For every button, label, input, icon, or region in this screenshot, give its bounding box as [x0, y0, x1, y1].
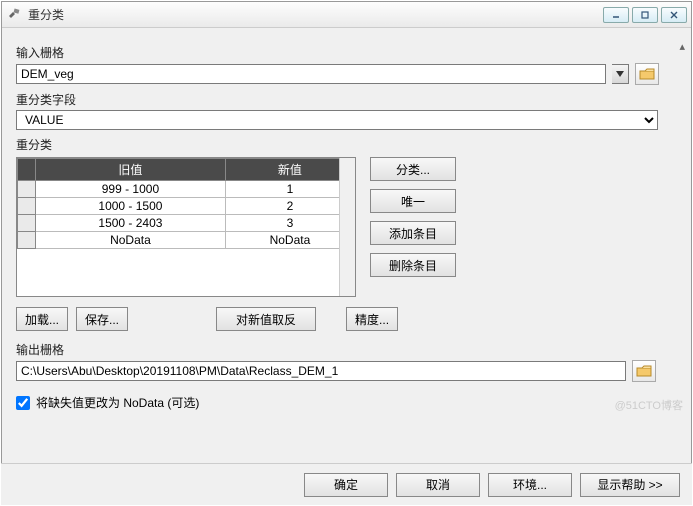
precision-button[interactable]: 精度...: [346, 307, 398, 331]
maximize-button[interactable]: [632, 7, 658, 23]
classify-button[interactable]: 分类...: [370, 157, 456, 181]
reclass-field-select[interactable]: VALUE: [16, 110, 658, 130]
output-raster-input[interactable]: [16, 361, 626, 381]
table-row[interactable]: 1500 - 24033: [18, 215, 355, 232]
unique-button[interactable]: 唯一: [370, 189, 456, 213]
add-entry-button[interactable]: 添加条目: [370, 221, 456, 245]
input-raster-combo[interactable]: [16, 64, 606, 84]
nodata-checkbox[interactable]: [16, 396, 30, 410]
dialog-content: ▴ 输入栅格 重分类字段 VALUE 重分类 旧值 新值: [2, 28, 691, 459]
table-scrollbar[interactable]: [339, 158, 355, 296]
watermark: @51CTO博客: [615, 397, 683, 413]
folder-icon: [639, 67, 655, 81]
hammer-icon: [6, 7, 22, 23]
save-button[interactable]: 保存...: [76, 307, 128, 331]
environments-button[interactable]: 环境...: [488, 473, 572, 497]
scroll-up-icon[interactable]: ▴: [679, 40, 685, 53]
load-button[interactable]: 加载...: [16, 307, 68, 331]
input-raster-browse-button[interactable]: [635, 63, 659, 85]
nodata-checkbox-label: 将缺失值更改为 NoData (可选): [36, 394, 199, 411]
reclass-field-label: 重分类字段: [16, 91, 677, 108]
reverse-new-values-button[interactable]: 对新值取反: [216, 307, 316, 331]
reclass-table[interactable]: 旧值 新值 999 - 10001 1000 - 15002 1500 - 24…: [16, 157, 356, 297]
table-corner: [18, 159, 36, 181]
show-help-button[interactable]: 显示帮助 >>: [580, 473, 680, 497]
reclass-section-label: 重分类: [16, 136, 677, 153]
close-button[interactable]: [661, 7, 687, 23]
table-row[interactable]: 999 - 10001: [18, 181, 355, 198]
window-controls: [603, 7, 687, 23]
minimize-button[interactable]: [603, 7, 629, 23]
dialog-window: 重分类 ▴ 输入栅格 重分类字段 VALUE 重分类: [1, 1, 692, 504]
cancel-button[interactable]: 取消: [396, 473, 480, 497]
input-raster-label: 输入栅格: [16, 44, 677, 61]
table-row[interactable]: NoDataNoData: [18, 232, 355, 249]
col-new-header[interactable]: 新值: [225, 159, 354, 181]
input-raster-dropdown-icon[interactable]: [612, 64, 629, 84]
ok-button[interactable]: 确定: [304, 473, 388, 497]
delete-entry-button[interactable]: 删除条目: [370, 253, 456, 277]
col-old-header[interactable]: 旧值: [36, 159, 226, 181]
output-raster-label: 输出栅格: [16, 341, 677, 358]
titlebar[interactable]: 重分类: [2, 2, 691, 28]
dialog-footer: 确定 取消 环境... 显示帮助 >>: [1, 463, 692, 505]
window-title: 重分类: [28, 6, 603, 23]
output-raster-browse-button[interactable]: [632, 360, 656, 382]
table-row[interactable]: 1000 - 15002: [18, 198, 355, 215]
folder-icon: [636, 364, 652, 378]
